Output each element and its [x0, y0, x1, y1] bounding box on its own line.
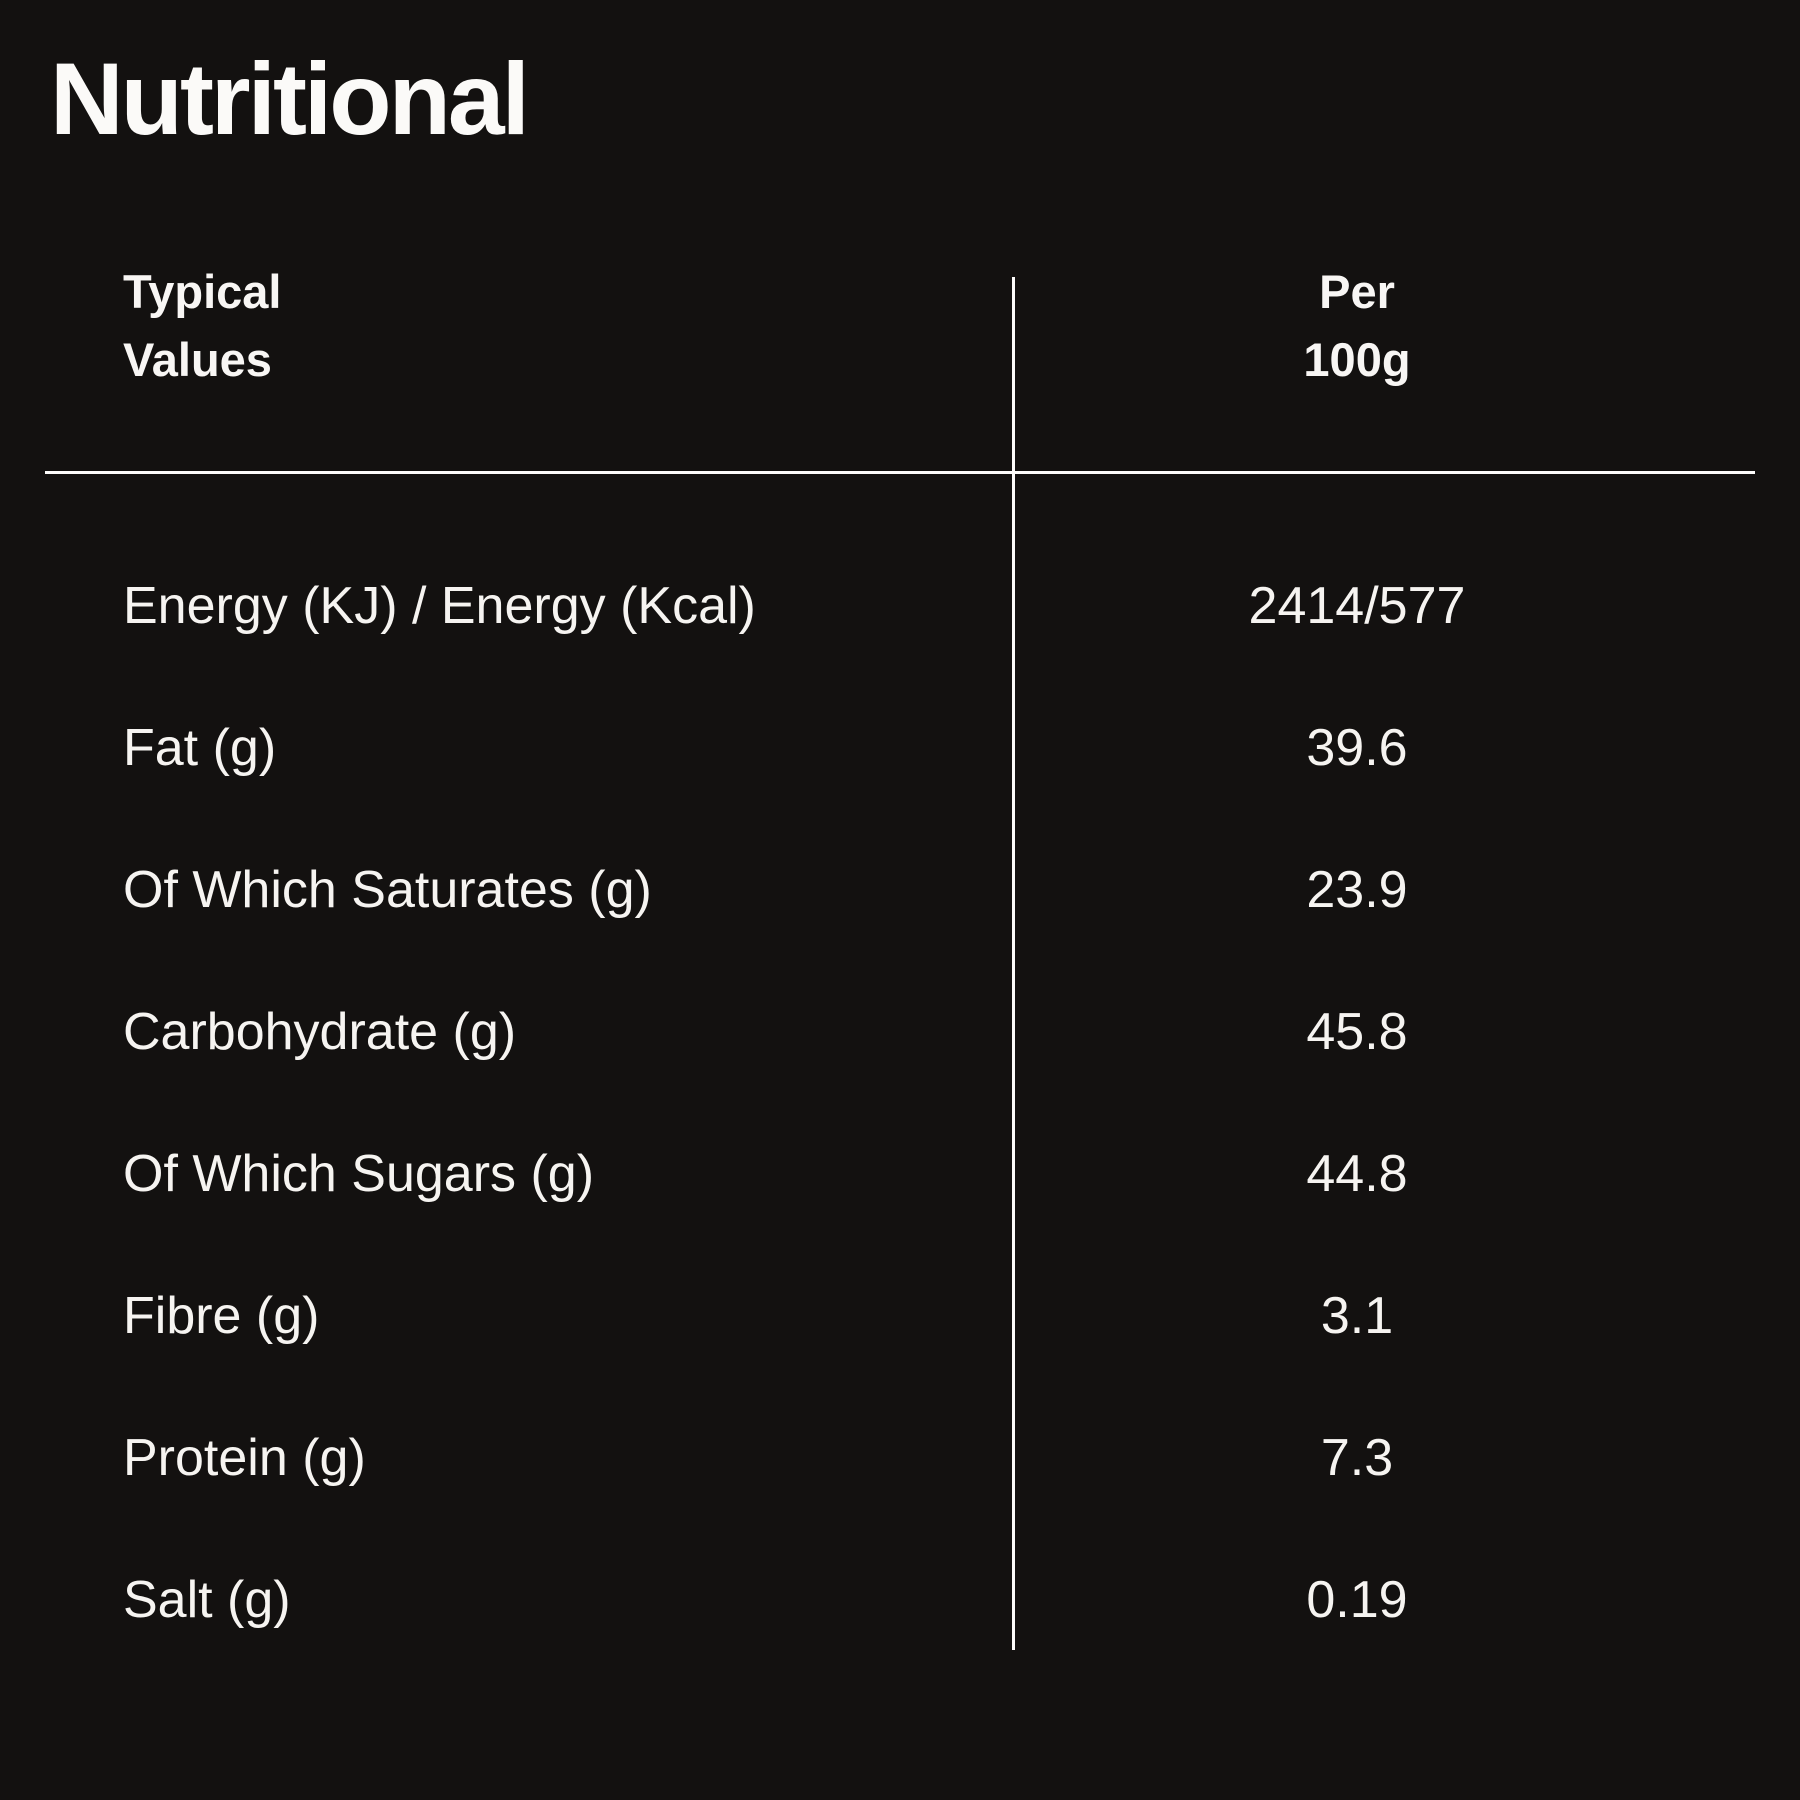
column-divider-line: [1012, 277, 1015, 1650]
row-label: Protein (g): [123, 1429, 366, 1487]
panel-title: Nutritional: [50, 42, 530, 156]
row-value: 3.1: [1320, 1287, 1394, 1345]
row-value: 2414/577: [1248, 577, 1466, 635]
header-divider-line: [45, 471, 1755, 474]
row-value: 23.9: [1306, 861, 1408, 919]
table-row: Of Which Saturates (g) 23.9: [45, 819, 1755, 961]
row-label: Of Which Sugars (g): [123, 1145, 595, 1203]
row-value: 45.8: [1306, 1003, 1408, 1061]
row-label: Of Which Saturates (g): [123, 861, 652, 919]
row-value: 44.8: [1306, 1145, 1408, 1203]
table-header: Typical Values Per 100g: [45, 258, 1755, 393]
table-row: Salt (g) 0.19: [45, 1529, 1755, 1671]
table-body: Energy (KJ) / Energy (Kcal) 2414/577 Fat…: [45, 475, 1755, 1671]
row-label: Energy (KJ) / Energy (Kcal): [123, 577, 756, 635]
table-row: Of Which Sugars (g) 44.8: [45, 1103, 1755, 1245]
table-row: Carbohydrate (g) 45.8: [45, 961, 1755, 1103]
column-header-typical-values: Typical Values: [123, 265, 282, 386]
row-label: Fibre (g): [123, 1287, 320, 1345]
table-row: Fat (g) 39.6: [45, 677, 1755, 819]
row-label: Fat (g): [123, 719, 277, 777]
table-row: Energy (KJ) / Energy (Kcal) 2414/577: [45, 535, 1755, 677]
row-value: 39.6: [1306, 719, 1408, 777]
row-value: 0.19: [1306, 1571, 1408, 1629]
row-label: Salt (g): [123, 1571, 291, 1629]
row-value: 7.3: [1320, 1429, 1394, 1487]
column-header-per-100g: Per 100g: [1303, 265, 1411, 386]
row-label: Carbohydrate (g): [123, 1003, 517, 1061]
table-row: Protein (g) 7.3: [45, 1387, 1755, 1529]
table-row: Fibre (g) 3.1: [45, 1245, 1755, 1387]
